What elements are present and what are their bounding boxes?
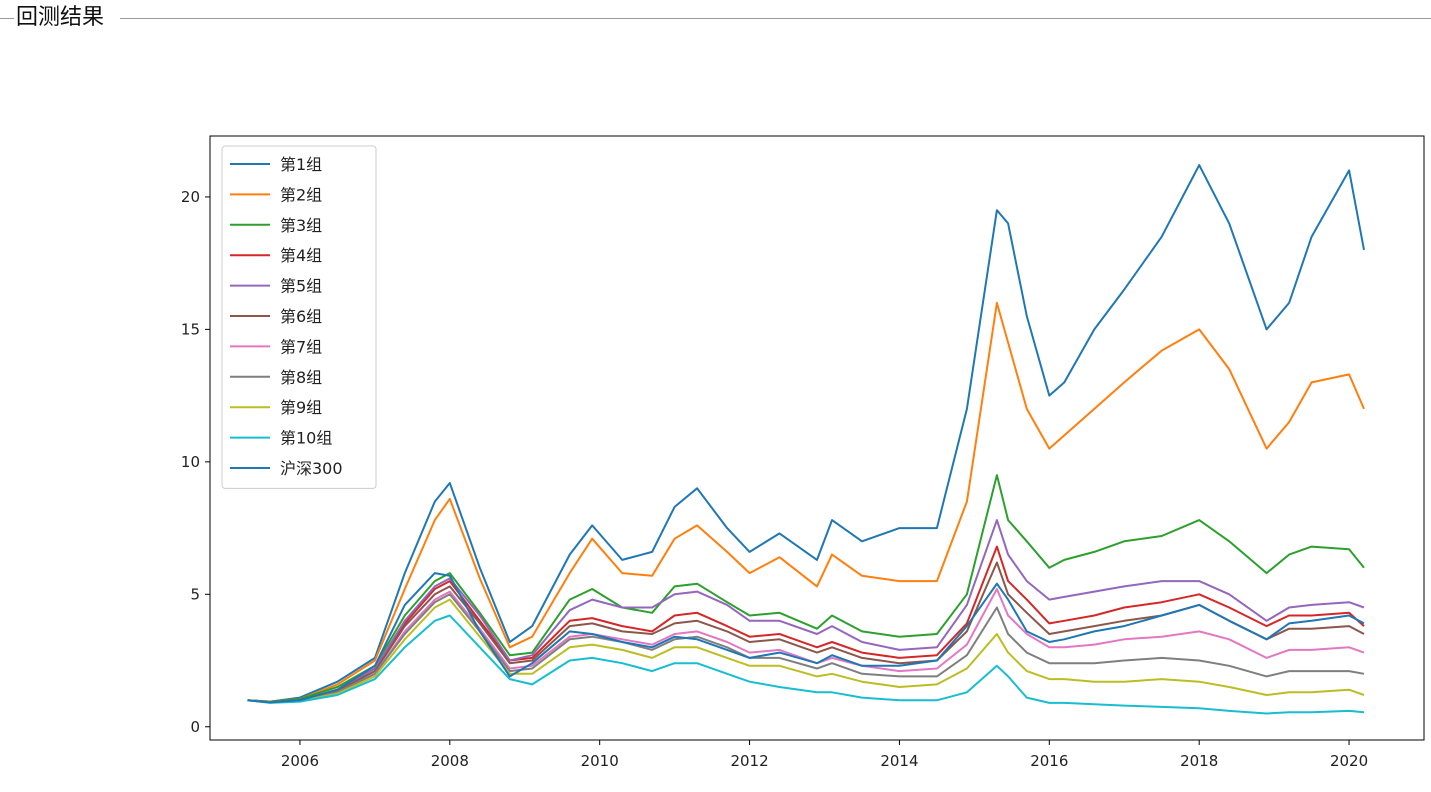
plot-frame	[209, 135, 1425, 741]
series-line-11	[247, 572, 1365, 704]
y-tick-label: 15	[181, 320, 200, 338]
section-header: 回测结果	[0, 4, 1431, 32]
y-tick-label: 5	[190, 585, 200, 603]
series-line-1	[247, 164, 1365, 703]
x-tick-label: 2018	[1180, 752, 1218, 770]
x-tick-label: 2016	[1030, 752, 1068, 770]
legend-label: 沪深300	[280, 459, 343, 478]
legend-label: 第1组	[280, 155, 322, 174]
y-tick-label: 10	[181, 453, 200, 471]
legend-label: 第10组	[280, 429, 332, 448]
series-line-4	[247, 545, 1365, 704]
legend-box	[221, 145, 377, 489]
section-title: 回测结果	[16, 5, 105, 30]
legend-label: 第5组	[280, 277, 322, 296]
series-line-3	[247, 474, 1365, 703]
header-rule-right	[120, 18, 1431, 19]
legend-label: 第7组	[280, 337, 322, 356]
legend-label: 第9组	[280, 398, 322, 417]
x-tick-label: 2012	[730, 752, 768, 770]
legend-label: 第3组	[280, 216, 322, 235]
legend-label: 第4组	[280, 246, 322, 265]
header-rule-left	[0, 18, 14, 19]
x-tick-label: 2006	[281, 752, 319, 770]
series-line-9	[247, 598, 1365, 704]
legend-label: 第8组	[280, 368, 322, 387]
series-line-5	[247, 519, 1365, 704]
series-line-10	[247, 614, 1365, 715]
x-tick-label: 2008	[431, 752, 469, 770]
series-line-2	[247, 301, 1365, 703]
y-tick-label: 0	[190, 718, 200, 736]
x-tick-label: 2010	[581, 752, 619, 770]
x-tick-label: 2020	[1330, 752, 1368, 770]
series-line-8	[247, 593, 1365, 704]
x-tick-label: 2014	[880, 752, 918, 770]
legend-label: 第2组	[280, 185, 322, 204]
y-tick-label: 20	[181, 188, 200, 206]
legend-label: 第6组	[280, 307, 322, 326]
